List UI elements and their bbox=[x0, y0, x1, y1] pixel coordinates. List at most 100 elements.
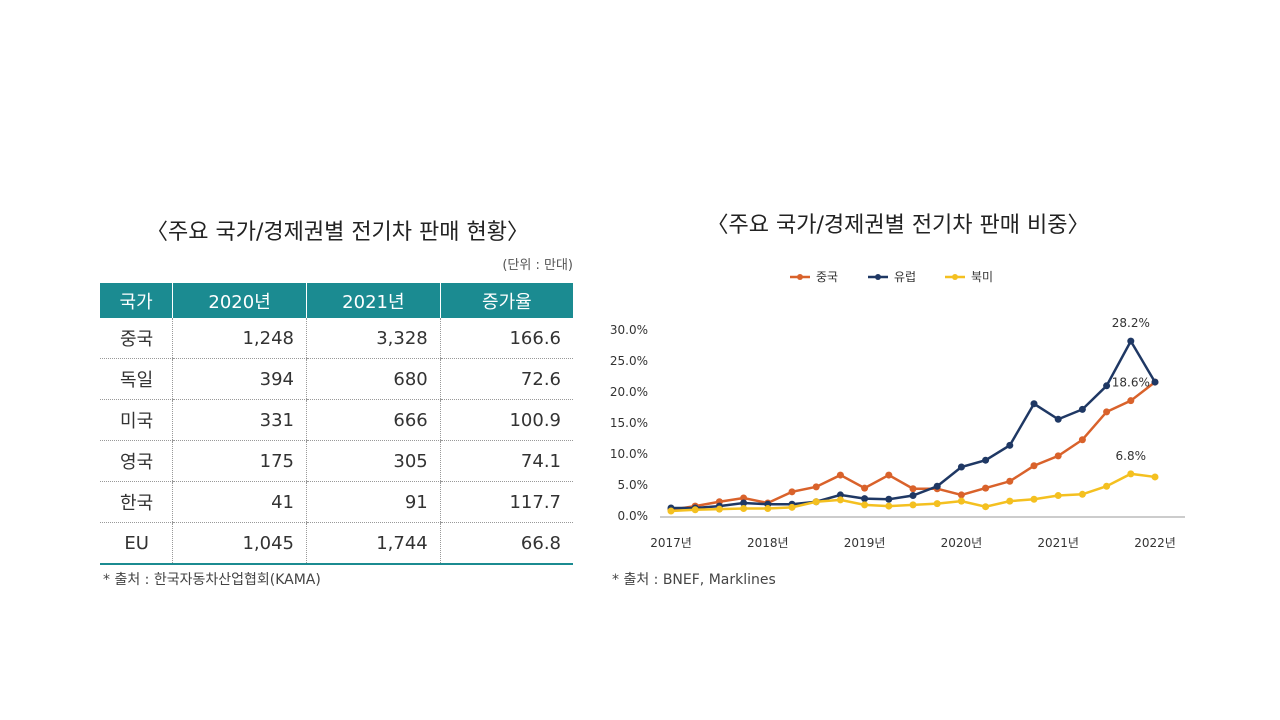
table-cell: 100.9 bbox=[439, 399, 573, 441]
table-cell: 한국 bbox=[100, 481, 173, 523]
data-label: 6.8% bbox=[1116, 449, 1147, 463]
data-point bbox=[982, 456, 990, 464]
data-point bbox=[1103, 382, 1111, 390]
legend-label: 북미 bbox=[971, 270, 993, 284]
data-point bbox=[957, 491, 965, 499]
data-point bbox=[788, 503, 796, 511]
table-cell: 305 bbox=[305, 440, 441, 482]
data-point bbox=[1030, 400, 1038, 408]
data-point bbox=[836, 496, 844, 504]
data-point bbox=[1127, 337, 1135, 345]
y-tick-label: 5.0% bbox=[618, 478, 649, 492]
table-cell: 1,744 bbox=[305, 522, 441, 565]
data-point bbox=[1151, 473, 1159, 481]
data-point bbox=[1006, 441, 1014, 449]
x-tick-label: 2019년 bbox=[844, 536, 886, 550]
chart-source: * 출처 : BNEF, Marklines bbox=[612, 572, 776, 588]
header-cell: 2020년 bbox=[172, 283, 307, 318]
table-unit: (단위 : 만대) bbox=[502, 258, 573, 273]
data-point bbox=[1103, 408, 1111, 416]
header-cell: 2021년 bbox=[305, 283, 441, 318]
x-tick-label: 2020년 bbox=[941, 536, 983, 550]
data-point bbox=[1054, 492, 1062, 500]
x-tick-label: 2021년 bbox=[1037, 536, 1079, 550]
data-point bbox=[812, 498, 820, 506]
y-tick-label: 10.0% bbox=[610, 447, 648, 461]
data-point bbox=[909, 485, 917, 493]
data-point bbox=[1006, 477, 1014, 485]
data-point bbox=[1103, 482, 1111, 490]
data-point bbox=[691, 506, 699, 514]
data-point bbox=[1030, 495, 1038, 503]
data-point bbox=[1006, 497, 1014, 505]
legend-label: 유럽 bbox=[894, 270, 916, 284]
chart-title: 〈주요 국가/경제권별 전기차 판매 비중〉 bbox=[707, 213, 1090, 238]
data-point bbox=[667, 507, 675, 515]
table-cell: 중국 bbox=[100, 318, 173, 359]
table: 국가 2020년 2021년 증가율 중국 1,248 3,328 166.6 독일 394 680… bbox=[100, 283, 573, 565]
data-point bbox=[1078, 405, 1086, 413]
legend-marker bbox=[952, 274, 958, 280]
data-point bbox=[740, 505, 748, 513]
data-point bbox=[885, 495, 893, 503]
table-cell: 175 bbox=[172, 440, 307, 482]
x-tick-label: 2018년 bbox=[747, 536, 789, 550]
data-point bbox=[740, 494, 748, 502]
table-cell: 331 bbox=[172, 399, 307, 441]
table-cell: 66.8 bbox=[439, 522, 573, 565]
data-point bbox=[933, 482, 941, 490]
data-label: 28.2% bbox=[1112, 316, 1150, 330]
table-cell: 영국 bbox=[100, 440, 173, 482]
table-row: EU 1,045 1,744 66.8 bbox=[100, 522, 573, 565]
table-cell: 72.6 bbox=[439, 358, 573, 400]
chart: 〈주요 국가/경제권별 전기차 판매 비중〉 0.0% 5.0% 10.0% 15.0… bbox=[610, 213, 1185, 550]
table-cell: 1,248 bbox=[172, 318, 307, 359]
table-row: 한국 41 91 117.7 bbox=[100, 481, 573, 523]
table-row: 미국 331 666 100.9 bbox=[100, 399, 573, 441]
data-point bbox=[812, 483, 820, 491]
x-tick-label: 2017년 bbox=[650, 536, 692, 550]
data-point bbox=[957, 497, 965, 505]
table-cell: 41 bbox=[172, 481, 307, 523]
data-point bbox=[861, 484, 869, 492]
data-point bbox=[957, 463, 965, 471]
y-tick-label: 20.0% bbox=[610, 385, 648, 399]
series-line bbox=[671, 338, 1157, 510]
legend-label: 중국 bbox=[816, 270, 838, 284]
x-tick-label: 2022년 bbox=[1134, 536, 1176, 550]
table-cell: 680 bbox=[305, 358, 441, 400]
legend-marker bbox=[875, 274, 881, 280]
data-point bbox=[861, 501, 869, 509]
data-point bbox=[1127, 397, 1135, 405]
header-cell: 국가 bbox=[100, 283, 173, 318]
table-cell: 166.6 bbox=[439, 318, 573, 359]
data-point bbox=[740, 499, 748, 507]
y-tick-label: 25.0% bbox=[610, 354, 648, 368]
header-cell: 증가율 bbox=[439, 283, 573, 318]
table-cell: 3,328 bbox=[305, 318, 441, 359]
table-row: 중국 1,248 3,328 166.6 bbox=[100, 318, 573, 359]
table-title: 〈주요 국가/경제권별 전기차 판매 현황〉 bbox=[146, 220, 529, 245]
table-cell: 394 bbox=[172, 358, 307, 400]
data-point bbox=[1078, 490, 1086, 498]
data-point bbox=[909, 501, 917, 509]
table-row: 영국 175 305 74.1 bbox=[100, 440, 573, 482]
data-point bbox=[885, 471, 893, 479]
table-cell: 666 bbox=[305, 399, 441, 441]
data-point bbox=[836, 471, 844, 479]
y-tick-label: 30.0% bbox=[610, 323, 648, 337]
data-point bbox=[764, 505, 772, 513]
table-cell: 74.1 bbox=[439, 440, 573, 482]
table-cell: 독일 bbox=[100, 358, 173, 400]
data-point bbox=[1078, 436, 1086, 444]
table-cell: 91 bbox=[305, 481, 441, 523]
data-point bbox=[982, 503, 990, 511]
data-point bbox=[885, 502, 893, 510]
data-point bbox=[861, 495, 869, 503]
data-point bbox=[1127, 470, 1135, 478]
table-cell: 미국 bbox=[100, 399, 173, 441]
legend-marker bbox=[797, 274, 803, 280]
data-point bbox=[1151, 378, 1159, 386]
table-row: 독일 394 680 72.6 bbox=[100, 358, 573, 400]
